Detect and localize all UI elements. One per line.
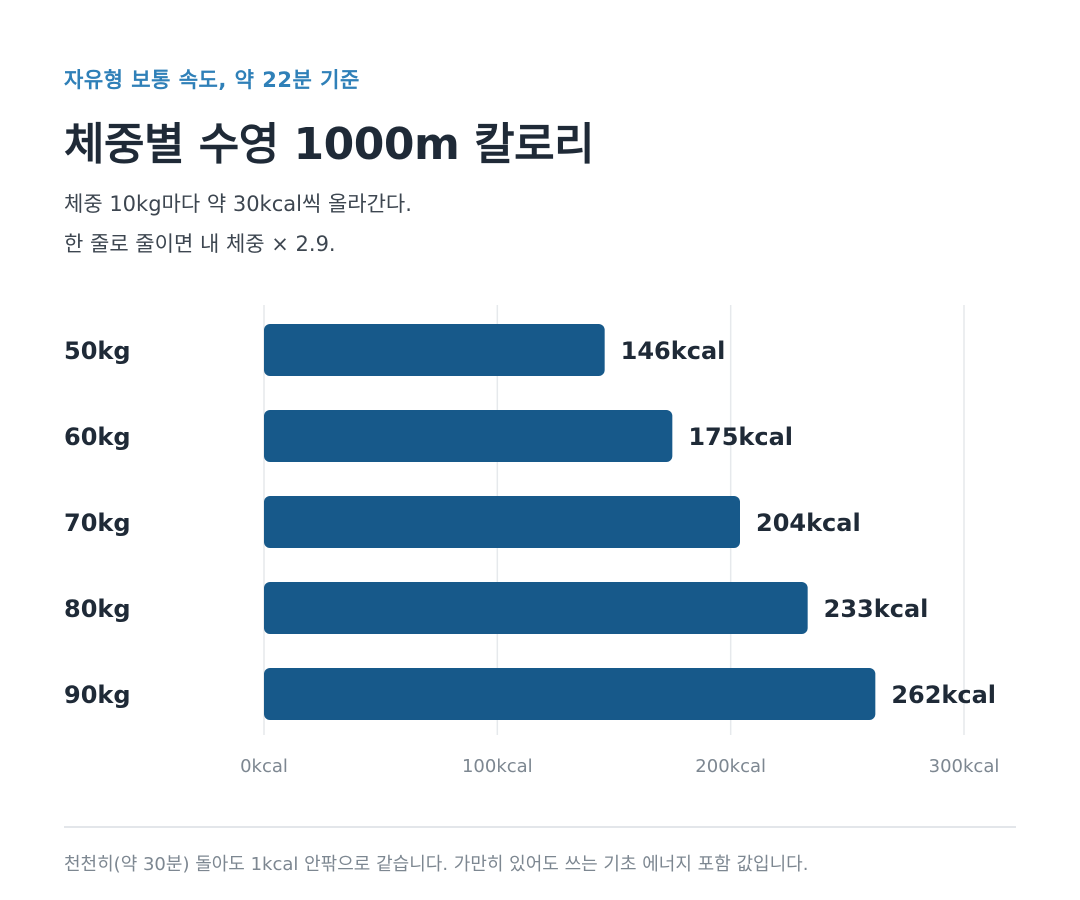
- footnote: 천천히(약 30분) 돌아도 1kcal 안팎으로 같습니다. 가만히 있어도 …: [64, 854, 809, 875]
- footer-divider: [64, 826, 1016, 828]
- bar: [264, 324, 605, 376]
- bar-chart: 0kcal 100kcal 200kcal 300kcal 50kg 146kcal 60k…: [64, 305, 1000, 777]
- x-tick-label: 200kcal: [695, 756, 766, 777]
- value-label: 204kcal: [756, 509, 861, 537]
- bar: [264, 582, 808, 634]
- value-label: 146kcal: [621, 337, 726, 365]
- category-label: 60kg: [64, 423, 131, 451]
- bar: [264, 496, 740, 548]
- chart-subtitle: 체중 10kg마다 약 30kcal씩 올라간다. 한 줄로 줄이면 내 체중 …: [64, 184, 412, 264]
- value-label: 175kcal: [688, 423, 793, 451]
- category-label: 90kg: [64, 681, 131, 709]
- x-tick-label: 300kcal: [929, 756, 1000, 777]
- bar: [264, 410, 673, 462]
- value-label: 233kcal: [824, 595, 929, 623]
- value-label: 262kcal: [891, 681, 996, 709]
- subtitle-line-1: 체중 10kg마다 약 30kcal씩 올라간다.: [64, 192, 412, 216]
- x-tick-label: 0kcal: [240, 756, 288, 777]
- chart-eyebrow: 자유형 보통 속도, 약 22분 기준: [64, 68, 360, 92]
- bar: [264, 668, 876, 720]
- chart-title: 체중별 수영 1000m 칼로리: [64, 119, 595, 170]
- x-tick-label: 100kcal: [462, 756, 533, 777]
- category-label: 80kg: [64, 595, 131, 623]
- subtitle-line-2: 한 줄로 줄이면 내 체중 × 2.9.: [64, 232, 336, 256]
- category-label: 70kg: [64, 509, 131, 537]
- category-label: 50kg: [64, 337, 131, 365]
